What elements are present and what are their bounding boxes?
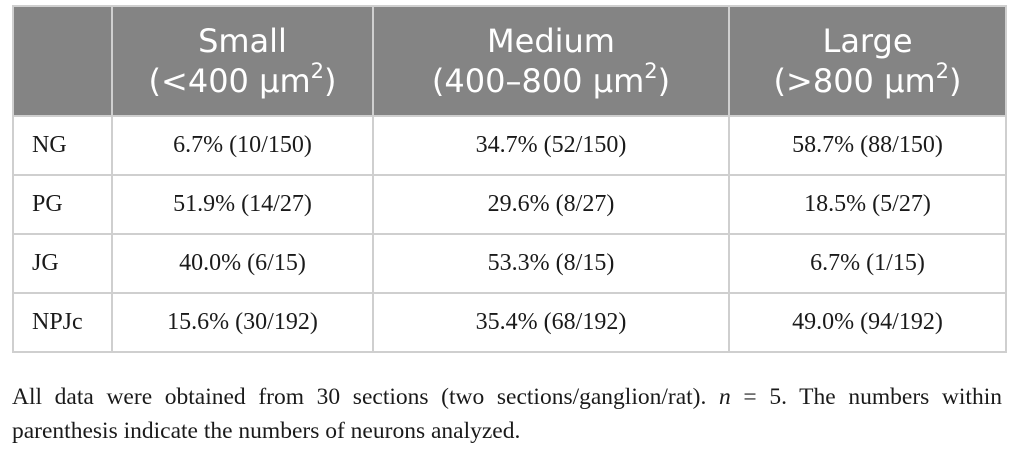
table-cell: 6.7% (1/15) — [728, 233, 1007, 294]
header-medium-range: (400–800 μm2) — [431, 59, 671, 101]
row-label: PG — [12, 174, 113, 235]
neuron-size-table: Small (<400 μm2) Medium (400–800 μm2) La… — [12, 5, 1007, 353]
table-cell: 18.5% (5/27) — [728, 174, 1007, 235]
table-header-row: Small (<400 μm2) Medium (400–800 μm2) La… — [12, 5, 1007, 117]
row-label: NPJc — [12, 292, 113, 353]
row-label: JG — [12, 233, 113, 294]
table-cell: 15.6% (30/192) — [111, 292, 374, 353]
header-corner-cell — [12, 5, 113, 117]
header-large-title: Large — [822, 22, 913, 60]
table-cell: 40.0% (6/15) — [111, 233, 374, 294]
table-row: JG 40.0% (6/15) 53.3% (8/15) 6.7% (1/15) — [12, 233, 1007, 294]
table-cell: 49.0% (94/192) — [728, 292, 1007, 353]
table-cell: 53.3% (8/15) — [372, 233, 730, 294]
table-footnote: All data were obtained from 30 sections … — [12, 384, 1002, 444]
table-cell: 51.9% (14/27) — [111, 174, 374, 235]
header-small-range: (<400 μm2) — [148, 59, 337, 101]
table-cell: 58.7% (88/150) — [728, 115, 1007, 176]
table-cell: 6.7% (10/150) — [111, 115, 374, 176]
table-row: NPJc 15.6% (30/192) 35.4% (68/192) 49.0%… — [12, 292, 1007, 353]
table-cell: 34.7% (52/150) — [372, 115, 730, 176]
table-row: NG 6.7% (10/150) 34.7% (52/150) 58.7% (8… — [12, 115, 1007, 176]
header-large: Large (>800 μm2) — [728, 5, 1007, 117]
header-small: Small (<400 μm2) — [111, 5, 374, 117]
header-small-title: Small — [198, 22, 287, 60]
header-medium-title: Medium — [487, 22, 615, 60]
header-medium: Medium (400–800 μm2) — [372, 5, 730, 117]
table-cell: 29.6% (8/27) — [372, 174, 730, 235]
header-large-range: (>800 μm2) — [773, 59, 962, 101]
footnote-italic-n: n — [719, 384, 731, 410]
row-label: NG — [12, 115, 113, 176]
table-cell: 35.4% (68/192) — [372, 292, 730, 353]
table-row: PG 51.9% (14/27) 29.6% (8/27) 18.5% (5/2… — [12, 174, 1007, 235]
